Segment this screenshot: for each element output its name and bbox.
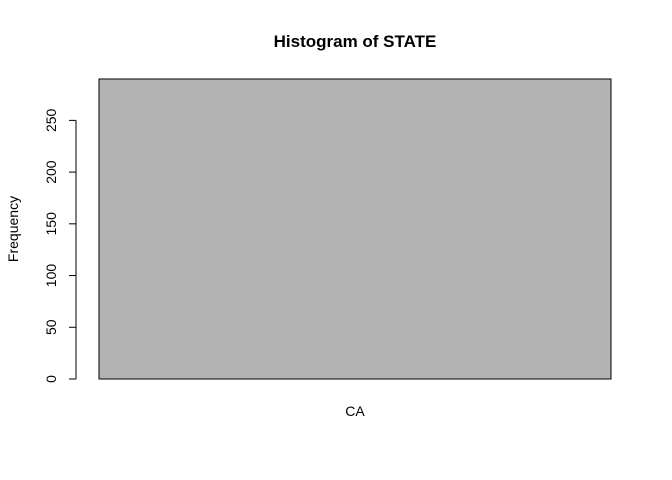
y-tick-label: 0: [43, 375, 59, 383]
bars-group: [98, 78, 612, 380]
y-tick-label: 150: [43, 212, 59, 236]
y-tick-label: 200: [43, 160, 59, 184]
y-tick-label: 100: [43, 264, 59, 288]
y-axis-label: Frequency: [5, 196, 21, 262]
x-tick-label: CA: [345, 403, 365, 419]
histogram-bar: [98, 78, 612, 380]
x-tick-labels: CA: [345, 403, 365, 419]
y-axis: 0 50 100 150 200 250: [43, 108, 77, 383]
y-tick-label: 50: [43, 319, 59, 335]
y-tick-label: 250: [43, 108, 59, 132]
chart-title: Histogram of STATE: [274, 32, 437, 51]
